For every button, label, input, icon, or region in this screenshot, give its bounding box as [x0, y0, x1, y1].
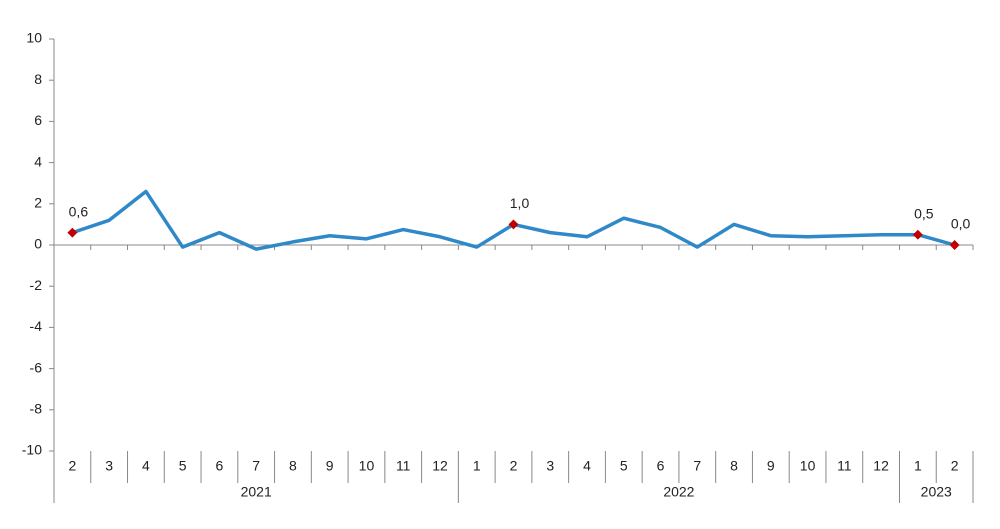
- data-label: 0,6: [69, 203, 89, 219]
- y-tick-label: -2: [30, 277, 43, 293]
- group-label: 2022: [663, 484, 694, 500]
- marker: [508, 219, 519, 230]
- x-tick-label: 3: [546, 458, 554, 474]
- x-tick-label: 1: [914, 458, 922, 474]
- y-tick-label: -6: [30, 359, 43, 375]
- x-tick-label: 2: [951, 458, 959, 474]
- data-label: 0,0: [951, 216, 971, 232]
- x-tick-label: 5: [179, 458, 187, 474]
- x-tick-label: 9: [767, 458, 775, 474]
- x-tick-label: 8: [730, 458, 738, 474]
- x-tick-label: 2: [68, 458, 76, 474]
- x-tick-label: 11: [837, 458, 852, 474]
- x-tick-label: 8: [289, 458, 297, 474]
- y-tick-label: 0: [34, 236, 42, 252]
- y-tick-label: 6: [34, 112, 42, 128]
- marker: [67, 227, 78, 238]
- marker: [949, 240, 960, 250]
- group-label: 2021: [241, 484, 272, 500]
- x-tick-label: 12: [873, 458, 889, 474]
- data-label: 0,5: [914, 205, 934, 221]
- group-label: 2023: [921, 484, 952, 500]
- y-tick-label: 8: [34, 71, 42, 87]
- x-tick-label: 5: [620, 458, 628, 474]
- x-tick-label: 4: [142, 458, 150, 474]
- x-tick-label: 10: [359, 458, 375, 474]
- x-tick-label: 1: [473, 458, 481, 474]
- x-tick-label: 7: [693, 458, 701, 474]
- data-label: 1,0: [510, 195, 530, 211]
- y-tick-label: 4: [34, 153, 42, 169]
- x-tick-label: 6: [216, 458, 224, 474]
- y-tick-label: -4: [30, 318, 43, 334]
- x-tick-label: 12: [432, 458, 448, 474]
- x-tick-label: 2: [510, 458, 518, 474]
- x-tick-label: 4: [583, 458, 591, 474]
- marker: [912, 229, 923, 240]
- x-tick-label: 9: [326, 458, 334, 474]
- x-tick-label: 3: [105, 458, 113, 474]
- x-tick-label: 6: [657, 458, 665, 474]
- x-tick-label: 11: [396, 458, 411, 474]
- y-tick-label: 2: [34, 195, 42, 211]
- y-tick-label: -10: [22, 442, 42, 458]
- x-tick-label: 7: [252, 458, 260, 474]
- y-tick-label: -8: [30, 401, 43, 417]
- y-tick-label: 10: [26, 30, 42, 46]
- x-tick-label: 10: [800, 458, 816, 474]
